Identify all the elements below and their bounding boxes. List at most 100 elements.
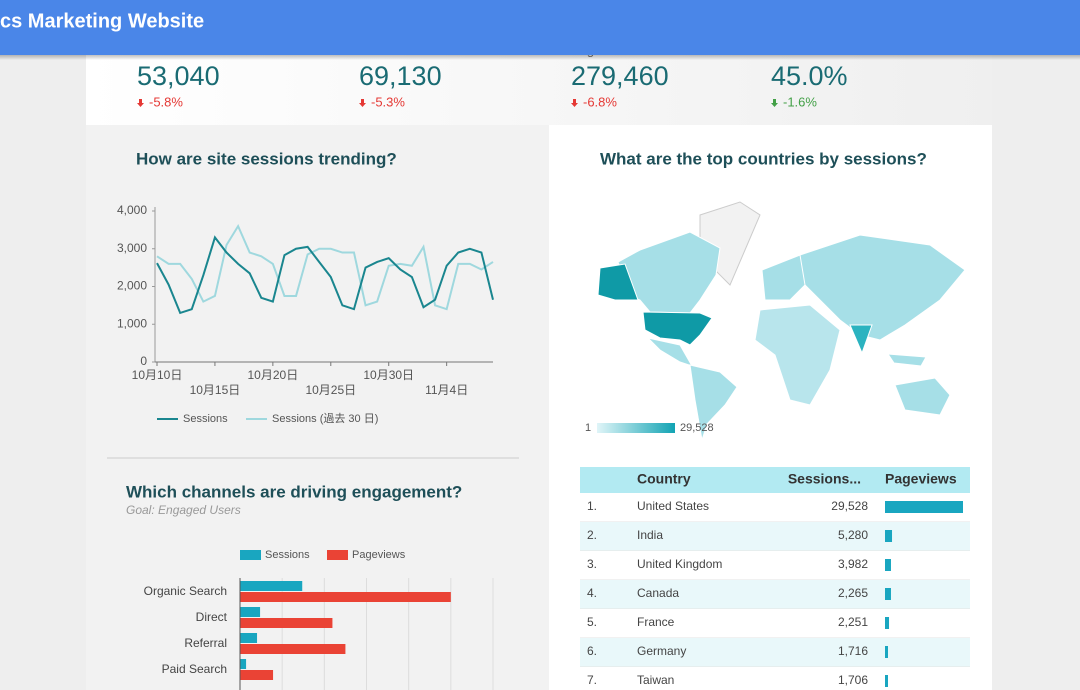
- country: [799, 234, 966, 341]
- x-tick-label: 10月10日: [132, 368, 183, 382]
- rank: 4.: [587, 586, 597, 600]
- scorecard-change: -1.6%: [783, 94, 817, 109]
- column-header: Sessions...: [788, 471, 861, 487]
- y-tick-label: 3,000: [117, 241, 147, 255]
- country: [887, 353, 927, 367]
- x-tick-label: 10月30日: [363, 368, 414, 382]
- map-legend-min: 1: [585, 422, 591, 434]
- map-legend-gradient: [597, 423, 675, 433]
- y-tick-label: Direct: [196, 610, 228, 624]
- bar: [240, 592, 451, 602]
- country: [849, 324, 873, 355]
- rank: 3.: [587, 557, 597, 571]
- column-header: Pageviews: [885, 471, 957, 487]
- y-tick-label: Organic Search: [144, 584, 227, 598]
- sessions: 5,280: [838, 528, 868, 542]
- bar: [240, 670, 274, 680]
- scorecard-value: 279,460: [571, 61, 669, 91]
- table-row: [580, 580, 970, 609]
- country: United Kingdom: [637, 557, 722, 571]
- chart-title: How are site sessions trending?: [136, 149, 397, 168]
- scorecard-change: -6.8%: [583, 94, 617, 109]
- y-tick-label: 2,000: [117, 279, 147, 293]
- pageviews-bar: [885, 617, 890, 629]
- country: [754, 304, 841, 406]
- app-bar: [0, 0, 1080, 55]
- y-tick-label: Referral: [184, 636, 227, 650]
- change-arrow: [359, 99, 366, 107]
- country: [646, 337, 694, 367]
- x-tick-label: 10月25日: [305, 383, 356, 397]
- scorecard-change: -5.3%: [371, 94, 405, 109]
- pageviews-bar: [885, 675, 888, 687]
- chart-title: What are the top countries by sessions?: [600, 149, 927, 168]
- table-row: [580, 609, 970, 638]
- legend-swatch: [327, 550, 348, 560]
- table-row: [580, 638, 970, 667]
- country: India: [637, 528, 663, 542]
- table-row: [580, 522, 970, 551]
- change-arrow: [771, 99, 778, 107]
- x-tick-label: 10月15日: [190, 383, 241, 397]
- pageviews-bar: [885, 501, 963, 513]
- legend-label: Sessions: [183, 413, 228, 425]
- rank: 5.: [587, 615, 597, 629]
- chart-title: Which channels are driving engagement?: [126, 482, 462, 501]
- map-legend-max: 29,528: [680, 422, 714, 434]
- sessions: 2,265: [838, 586, 868, 600]
- pageviews-bar: [885, 530, 893, 542]
- bar: [240, 618, 333, 628]
- change-arrow: [571, 99, 578, 107]
- sessions: 29,528: [831, 499, 868, 513]
- scorecard-value: 53,040: [137, 61, 220, 91]
- legend-label: Pageviews: [352, 549, 406, 561]
- bar: [240, 607, 261, 617]
- rank: 1.: [587, 499, 597, 513]
- rank: 7.: [587, 673, 597, 687]
- y-tick-label: 1,000: [117, 316, 147, 330]
- country: [597, 263, 639, 301]
- column-header: Country: [637, 471, 691, 487]
- country: France: [637, 615, 675, 629]
- country: [642, 311, 713, 346]
- sessions: 1,706: [838, 673, 868, 687]
- scorecard-value: 45.0%: [771, 61, 848, 91]
- app-bar-shadow: [0, 55, 1080, 60]
- x-tick-label: 11月4日: [425, 383, 468, 397]
- y-tick-label: 4,000: [117, 203, 147, 217]
- y-tick-label: 0: [140, 354, 147, 368]
- country: United States: [637, 499, 709, 513]
- line-series: [156, 235, 494, 315]
- line-series: [156, 223, 494, 311]
- table-header: [580, 467, 970, 493]
- country: Germany: [637, 644, 686, 658]
- sessions: 1,716: [838, 644, 868, 658]
- rank: 2.: [587, 528, 597, 542]
- bar: [240, 644, 346, 654]
- change-arrow: [137, 99, 144, 107]
- scorecard-value: 69,130: [359, 61, 442, 91]
- country: Canada: [637, 586, 679, 600]
- pageviews-bar: [885, 559, 891, 571]
- pageviews-bar: [885, 646, 888, 658]
- bar: [240, 633, 258, 643]
- table-row: [580, 551, 970, 580]
- country: [894, 377, 951, 416]
- world-map: [597, 201, 966, 441]
- country: [689, 364, 738, 441]
- chart-subtitle: Goal: Engaged Users: [126, 503, 241, 517]
- sessions: 3,982: [838, 557, 868, 571]
- legend-swatch: [240, 550, 261, 560]
- pageviews-bar: [885, 588, 891, 600]
- app-title: cs Marketing Website: [0, 10, 204, 32]
- sessions: 2,251: [838, 615, 868, 629]
- bar: [240, 659, 247, 669]
- rank: 6.: [587, 644, 597, 658]
- x-tick-label: 10月20日: [248, 368, 299, 382]
- y-tick-label: Paid Search: [162, 662, 227, 676]
- table-row: [580, 667, 970, 690]
- legend-label: Sessions (過去 30 日): [272, 412, 378, 425]
- country: Taiwan: [637, 673, 674, 687]
